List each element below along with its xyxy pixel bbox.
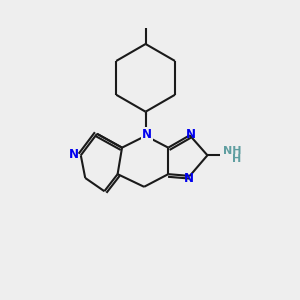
Text: N: N — [142, 128, 152, 141]
Text: N: N — [184, 172, 194, 185]
Text: N: N — [69, 148, 79, 161]
Text: NH: NH — [223, 146, 241, 156]
Text: N: N — [186, 128, 196, 141]
Text: H: H — [232, 154, 242, 164]
Text: N: N — [142, 128, 152, 141]
